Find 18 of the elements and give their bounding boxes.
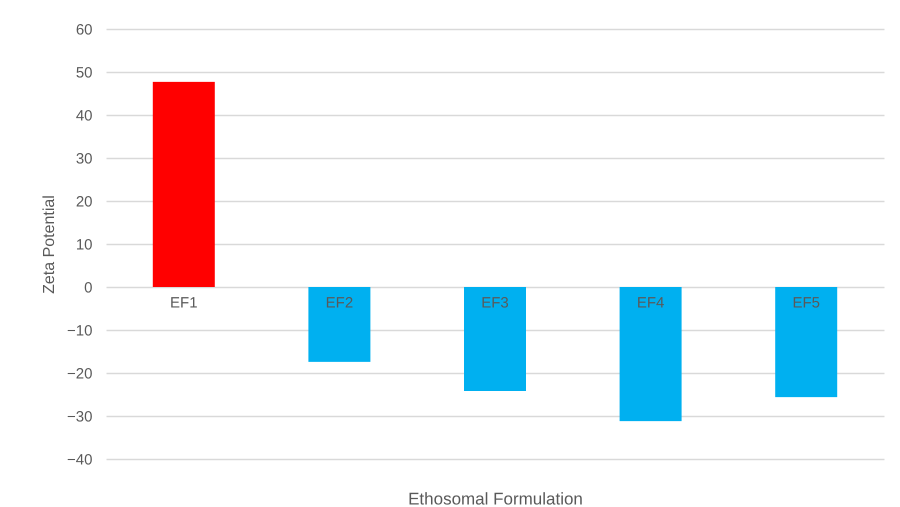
x-tick-label: EF2	[326, 294, 354, 312]
x-axis-title: Ethosomal Formulation	[408, 490, 583, 507]
y-tick-label: 40	[76, 108, 92, 124]
y-tick-label: 0	[84, 280, 92, 296]
y-tick-label: 50	[76, 64, 92, 82]
y-tick-label: 30	[76, 150, 92, 168]
y-tick-label: 20	[76, 194, 92, 210]
x-tick-label: EF3	[481, 294, 509, 312]
y-tick-label: 10	[76, 236, 92, 254]
y-tick-label: −20	[67, 366, 92, 382]
y-tick-label: −40	[67, 452, 92, 468]
y-tick-label: −10	[67, 322, 92, 340]
y-axis-title: Zeta Potential	[41, 195, 58, 294]
x-tick-label: EF4	[636, 294, 664, 312]
x-tick-label: EF1	[170, 294, 198, 312]
x-tick-label: EF5	[792, 294, 820, 312]
y-tick-label: 60	[76, 22, 92, 38]
y-tick-label: −30	[67, 408, 92, 426]
